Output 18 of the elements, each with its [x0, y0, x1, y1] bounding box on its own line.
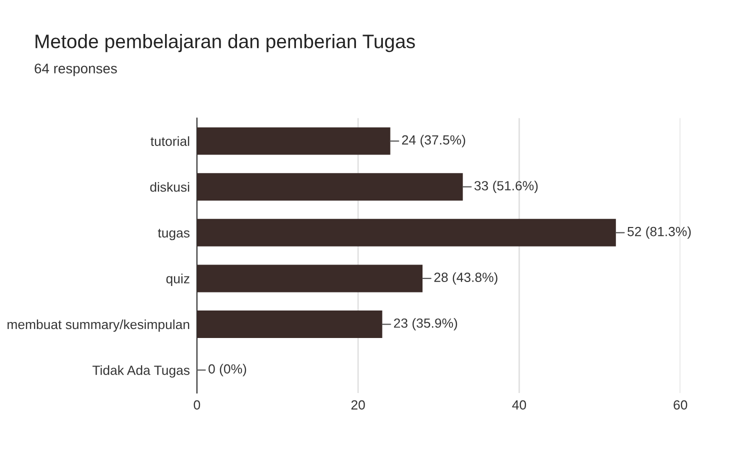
x-tick-label: 20 — [351, 400, 365, 410]
chart-title: Metode pembelajaran dan pemberian Tugas — [36, 34, 415, 52]
x-tick-label: 60 — [674, 400, 688, 410]
x-tick-label: 0 — [194, 400, 200, 410]
y-tick-label: quiz — [166, 274, 190, 286]
y-tick-label: membuat summary/kesimpulan — [8, 319, 190, 332]
text: 64 responses — [34, 64, 117, 76]
x-tick-label: 40 — [512, 400, 526, 410]
data-label: 0 (0%) — [208, 364, 246, 376]
data-label: 28 (43.8%) — [434, 272, 498, 285]
data-label: 33 (51.6%) — [474, 180, 538, 194]
y-tick-label: tugas — [158, 228, 190, 240]
data-label: 23 (35.9%) — [394, 318, 458, 330]
data-label: 24 (37.5%) — [402, 134, 466, 148]
y-tick-label: diskusi — [150, 182, 190, 192]
y-tick-label: tutorial — [150, 136, 190, 146]
data-label: 52 (81.3%) — [628, 226, 691, 239]
y-tick-label: Tidak Ada Tugas — [92, 365, 190, 378]
